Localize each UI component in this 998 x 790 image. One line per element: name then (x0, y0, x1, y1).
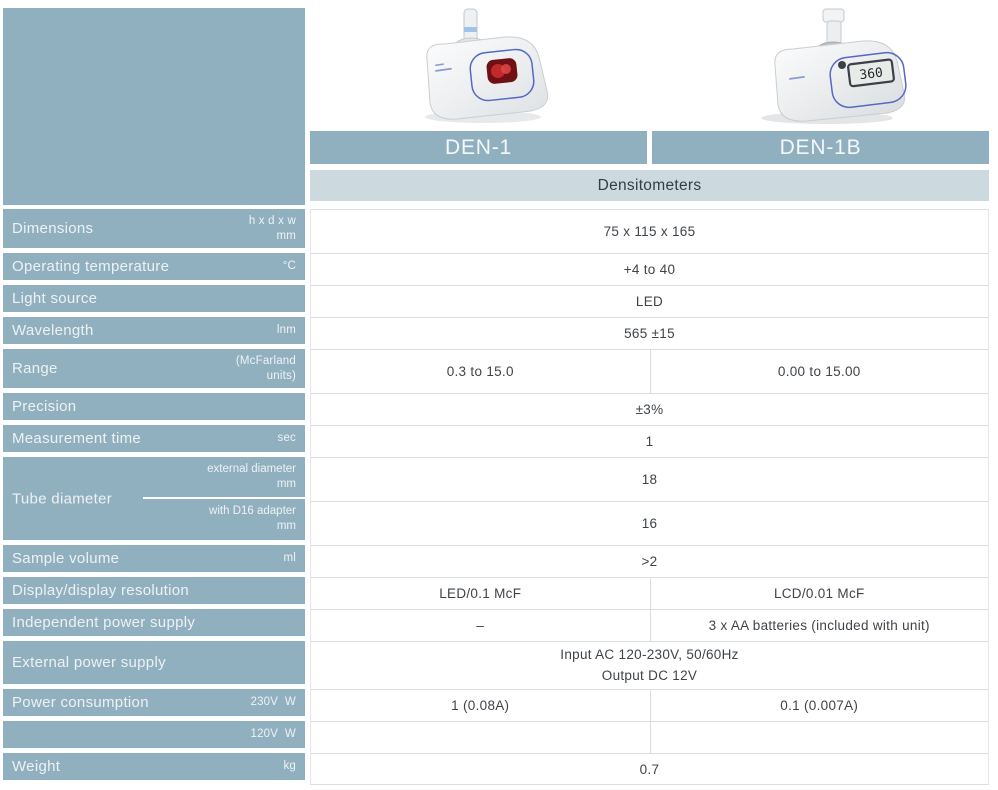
spec-label-range: Range (McFarland units) (3, 349, 305, 393)
model-header-row: DEN-1 DEN-1B (310, 131, 989, 170)
value-sample-volume: >2 (310, 545, 989, 577)
spec-label-independent-power-supply: Independent power supply (3, 609, 305, 641)
tube-diameter-connector-line (143, 496, 305, 499)
den-1b-product-image: 360 (760, 8, 907, 124)
label-text: Independent power supply (12, 614, 196, 631)
label-text: Dimensions (12, 220, 94, 237)
spec-label-precision: Precision (3, 393, 305, 425)
spec-table: 360 DEN-1 DEN-1B Densitometers Dimension… (3, 0, 989, 785)
unit-text: ml (283, 552, 296, 565)
value-power-230v-den-1b: 0.1 (0.007A) (649, 689, 989, 721)
spec-label-light-source: Light source (3, 285, 305, 317)
column-header-den-1: DEN-1 (310, 131, 647, 164)
label-text: Power consumption (12, 694, 149, 711)
label-text: Measurement time (12, 430, 142, 447)
value-power-230v-den-1: 1 (0.08A) (310, 689, 650, 721)
spec-label-power-consumption-120v: 120V W (3, 721, 305, 753)
label-text: Wavelength (12, 322, 94, 339)
column-header-den-1b: DEN-1B (652, 131, 989, 164)
spec-label-tube-diameter: Tube diameter external diameter mm with D… (3, 457, 305, 545)
value-external-power-supply: Input AC 120-230V, 50/60Hz Output DC 12V (310, 641, 989, 689)
spec-label-external-power-supply: External power supply (3, 641, 305, 689)
value-independent-power-den-1b: 3 x AA batteries (included with unit) (649, 609, 989, 641)
spec-label-operating-temperature: Operating temperature °C (3, 253, 305, 285)
brand-mark-2 (434, 62, 444, 66)
value-line-1: Input AC 120-230V, 50/60Hz (560, 646, 739, 662)
lcd-reading: 360 (858, 65, 883, 83)
value-dimensions: 75 x 115 x 165 (310, 209, 989, 253)
unit-text: (McFarland units) (235, 354, 296, 382)
category-band-label: Densitometers (310, 170, 989, 201)
tube-cap (822, 8, 845, 22)
panel-outline (469, 48, 535, 101)
label-text: Operating temperature (12, 258, 170, 275)
label-text: Tube diameter (12, 490, 113, 507)
unit-text: kg (283, 760, 296, 773)
unit-text: 230V W (250, 696, 296, 709)
den-1b-image-cell: 360 (650, 0, 990, 131)
label-text: Sample volume (12, 550, 120, 567)
spec-label-sample-volume: Sample volume ml (3, 545, 305, 577)
value-power-120v-den-1b (649, 721, 989, 753)
spec-label-weight: Weight kg (3, 753, 305, 785)
den-1-image-cell (310, 0, 650, 131)
value-tube-external-diameter: 18 (310, 457, 989, 501)
brand-mark (434, 67, 452, 72)
unit-text: sec (277, 432, 296, 445)
label-text: Display/display resolution (12, 582, 190, 599)
value-independent-power-den-1: – (310, 609, 650, 641)
value-range-den-1b: 0.00 to 15.00 (649, 349, 989, 393)
label-text: Precision (12, 398, 77, 415)
top-left-block-fill (3, 8, 305, 205)
panel-outline (829, 51, 907, 108)
value-tube-d16-adapter: 16 (310, 501, 989, 545)
unit-text: °C (282, 260, 296, 273)
value-precision: ±3% (310, 393, 989, 425)
category-band: Densitometers (310, 170, 989, 209)
den-1-product-image (424, 8, 548, 123)
label-text: Light source (12, 290, 98, 307)
led-glow-2 (500, 63, 511, 74)
unit-text: h x d x w mm (248, 214, 296, 242)
device-body (426, 35, 548, 120)
value-operating-temperature: +4 to 40 (310, 253, 989, 285)
brand-mark (788, 75, 805, 80)
spec-label-measurement-time: Measurement time sec (3, 425, 305, 457)
unit-text: lnm (276, 324, 296, 337)
label-text: Range (12, 360, 58, 377)
spec-label-power-consumption-230v: Power consumption 230V W (3, 689, 305, 721)
value-measurement-time: 1 (310, 425, 989, 457)
spec-label-display-resolution: Display/display resolution (3, 577, 305, 609)
top-left-block (3, 0, 305, 209)
product-images-row: 360 (310, 0, 989, 131)
value-power-120v-den-1 (310, 721, 650, 753)
value-display-den-1b: LCD/0.01 McF (649, 577, 989, 609)
value-display-den-1: LED/0.1 McF (310, 577, 650, 609)
label-text: Weight (12, 758, 61, 775)
value-light-source: LED (310, 285, 989, 317)
value-wavelength: 565 ±15 (310, 317, 989, 349)
value-range-den-1: 0.3 to 15.0 (310, 349, 650, 393)
tube-label-band (463, 26, 477, 32)
unit-text: 120V W (250, 728, 296, 741)
spec-label-dimensions: Dimensions h x d x w mm (3, 209, 305, 253)
unit-text-d16-adapter: with D16 adapter mm (209, 505, 296, 533)
value-weight: 0.7 (310, 753, 989, 785)
spec-label-wavelength: Wavelength lnm (3, 317, 305, 349)
lcd-display (846, 58, 895, 87)
unit-text-external-diameter: external diameter mm (207, 462, 296, 490)
value-line-2: Output DC 12V (601, 667, 698, 683)
power-button (837, 60, 846, 69)
label-text: External power supply (12, 654, 166, 671)
